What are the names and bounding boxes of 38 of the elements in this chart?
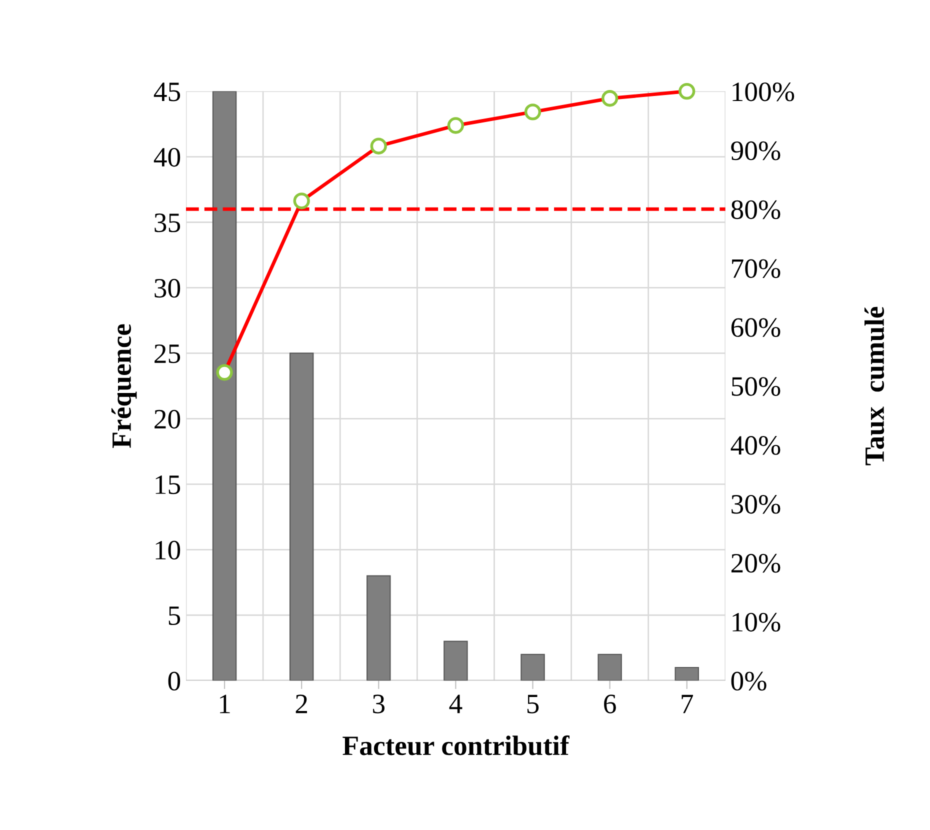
y2-tick-label: 90% [731, 141, 780, 160]
bar [520, 654, 545, 681]
y2-tick-label: 50% [732, 377, 780, 396]
y2-tick-label: 80% [731, 200, 780, 220]
y-tick-label: 0 [168, 672, 180, 691]
x-axis-title: Facteur contributif [342, 735, 570, 756]
x-tick-label: 1 [220, 694, 230, 714]
y-tick-label: 40 [154, 148, 180, 167]
y2-tick-label: 100% [732, 82, 794, 102]
x-tick-label: 4 [449, 694, 462, 714]
y-tick-label: 25 [154, 344, 180, 364]
y-tick-label: 15 [156, 475, 180, 494]
y-tick-label: 30 [154, 278, 180, 298]
x-tick-label: 2 [296, 694, 307, 714]
y-tick-label: 10 [156, 540, 180, 560]
x-tick-label: 3 [373, 694, 384, 714]
y2-tick-label: 60% [731, 318, 780, 338]
bar [366, 575, 391, 681]
y2-tick-label: 30% [732, 494, 780, 514]
y2-tick-label: 20% [731, 554, 780, 573]
bar [444, 640, 468, 681]
x-tick-label: 7 [682, 694, 694, 714]
x-tick-label: 6 [604, 694, 616, 714]
bar [289, 352, 314, 681]
y-tick-label: 20 [154, 410, 180, 429]
y-tick-label: 5 [168, 606, 180, 626]
y2-axis-title: Taux cumulé [864, 306, 884, 466]
bar [674, 666, 699, 681]
y2-tick-label: 0% [731, 672, 766, 691]
y2-tick-label: 10% [732, 612, 780, 632]
x-tick-label: 5 [527, 694, 539, 714]
y2-tick-label: 70% [732, 259, 780, 278]
y-tick-label: 35 [154, 214, 180, 232]
y2-tick-label: 40% [730, 436, 780, 455]
y-tick-label: 45 [154, 82, 180, 102]
y-axis-title: Fréquence [111, 324, 137, 448]
bar [598, 654, 622, 681]
bar [212, 91, 237, 681]
